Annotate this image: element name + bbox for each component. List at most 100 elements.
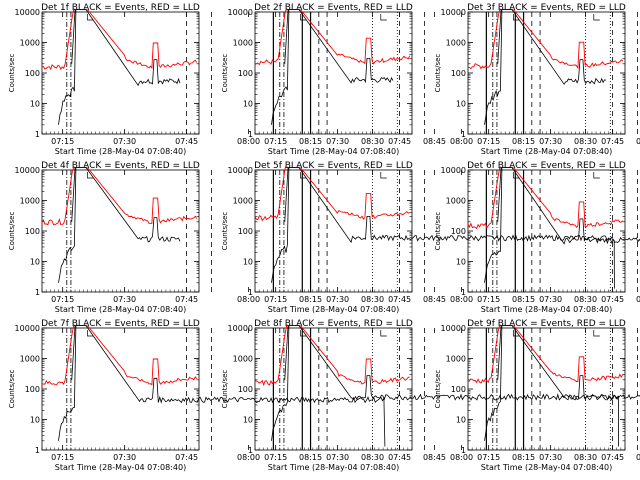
y-axis-label: Counts/sec — [221, 370, 229, 409]
panel-9: Det 9f BLACK = Events, RED = LLD 1 10 100 10… — [434, 319, 640, 472]
y-tick-label: 100 — [238, 69, 253, 78]
x-tick-label: 08:00 — [450, 295, 473, 304]
x-axis-label: Start Time (28-May-04 07:08:40) — [481, 463, 612, 472]
series-lld-red — [254, 324, 410, 387]
series-events-rise — [497, 167, 502, 222]
panel-title: Det 3f BLACK = Events, RED = LLD — [467, 3, 626, 13]
plot-frame — [467, 11, 626, 135]
x-tick-label: 07:30 — [113, 295, 136, 304]
series-events-black — [58, 9, 181, 125]
y-tick-label: 100 — [25, 69, 40, 78]
x-tick-label: 08:45 — [423, 137, 446, 146]
x-tick-label: 08:30 — [574, 137, 597, 146]
x-tick-label: 07:30 — [113, 453, 136, 462]
x-tick-label: 08:00 — [237, 137, 260, 146]
x-tick-label: 07:45 — [388, 453, 411, 462]
y-tick-label: 1000 — [446, 39, 466, 48]
series-events-rise — [284, 167, 289, 222]
x-tick-label: 08:45 — [636, 137, 640, 146]
x-tick-label: 07:30 — [326, 453, 349, 462]
series-events-rise — [497, 9, 502, 64]
y-tick-label: 1 — [461, 288, 466, 297]
plot-frame — [41, 327, 200, 451]
y-tick-label: 100 — [238, 385, 253, 394]
y-tick-label: 100 — [25, 227, 40, 236]
y-tick-label: 10 — [30, 416, 40, 425]
x-tick-label: 07:30 — [326, 137, 349, 146]
y-axis-label: Counts/sec — [221, 54, 229, 93]
series-events-rise — [497, 325, 502, 380]
y-tick-label: 10 — [30, 258, 40, 267]
y-tick-label: 1 — [35, 130, 40, 139]
y-tick-label: 1 — [461, 446, 466, 455]
plot-frame — [41, 169, 200, 293]
x-tick-label: 07:15 — [477, 137, 500, 146]
x-axis-label: Start Time (28-May-04 07:08:40) — [481, 147, 612, 156]
x-tick-label: 07:15 — [264, 453, 287, 462]
panel-7: Det 7f BLACK = Events, RED = LLD11010010… — [8, 319, 446, 472]
x-axis-label: Start Time (28-May-04 07:08:40) — [55, 463, 186, 472]
x-tick-label: 07:30 — [326, 295, 349, 304]
x-tick-label: 07:45 — [175, 453, 198, 462]
y-tick-label: 10000 — [228, 324, 253, 333]
segment-mark — [513, 14, 520, 21]
y-tick-label: 1000 — [20, 355, 40, 364]
plot-frame — [467, 327, 626, 451]
x-tick-label: 07:45 — [388, 295, 411, 304]
series-events-black — [484, 9, 607, 125]
series-events-rise — [284, 9, 289, 64]
y-tick-label: 10000 — [228, 166, 253, 175]
y-tick-label: 100 — [25, 385, 40, 394]
y-tick-label: 100 — [238, 227, 253, 236]
x-tick-label: 08:30 — [361, 295, 384, 304]
y-tick-label: 10 — [456, 416, 466, 425]
series-events-rise — [284, 325, 289, 380]
y-tick-label: 1000 — [233, 197, 253, 206]
x-axis-label: Start Time (28-May-04 07:08:40) — [268, 305, 399, 314]
panel-title: Det 6f BLACK = Events, RED = LLD — [467, 161, 626, 171]
series-lld-red — [467, 324, 624, 384]
panel-5: Det 5f BLACK = Events, RED = LLD11010010… — [221, 161, 640, 314]
y-axis-label: Counts/sec — [434, 212, 442, 251]
x-tick-label: 07:30 — [113, 137, 136, 146]
y-axis-label: Counts/sec — [434, 54, 442, 93]
y-tick-label: 10000 — [228, 8, 253, 17]
x-tick-label: 07:45 — [175, 137, 198, 146]
y-tick-label: 1000 — [233, 39, 253, 48]
series-events-black — [58, 167, 181, 283]
x-tick-label: 08:15 — [299, 137, 322, 146]
y-tick-label: 1 — [248, 288, 253, 297]
segment-mark — [380, 14, 387, 21]
y-axis-label: Counts/sec — [8, 54, 16, 93]
series-events-black — [484, 325, 640, 441]
panel-title: Det 1f BLACK = Events, RED = LLD — [41, 3, 200, 13]
plot-frame — [254, 169, 413, 293]
series-lld-red — [41, 166, 198, 226]
x-tick-label: 08:45 — [423, 295, 446, 304]
x-tick-label: 07:30 — [539, 137, 562, 146]
x-tick-label: 07:15 — [51, 453, 74, 462]
series-lld-red — [254, 166, 410, 222]
segment-mark — [513, 330, 520, 337]
series-lld-red — [254, 8, 411, 66]
y-tick-label: 1000 — [233, 355, 253, 364]
x-tick-label: 08:45 — [636, 295, 640, 304]
y-tick-label: 10 — [243, 100, 253, 109]
series-events-rise — [71, 9, 76, 64]
y-axis-label: Counts/sec — [8, 212, 16, 251]
x-tick-label: 08:15 — [512, 137, 535, 146]
x-tick-label: 07:15 — [51, 137, 74, 146]
segment-mark — [593, 14, 600, 21]
y-tick-label: 1 — [248, 446, 253, 455]
x-tick-label: 07:45 — [175, 295, 198, 304]
x-tick-label: 08:00 — [450, 137, 473, 146]
y-axis-label: Counts/sec — [434, 370, 442, 409]
x-axis-label: Start Time (28-May-04 07:08:40) — [268, 147, 399, 156]
x-tick-label: 08:45 — [636, 453, 640, 462]
y-tick-label: 10 — [243, 258, 253, 267]
x-tick-label: 08:15 — [299, 453, 322, 462]
y-tick-label: 10 — [243, 416, 253, 425]
x-tick-label: 08:30 — [574, 453, 597, 462]
x-tick-label: 08:30 — [361, 137, 384, 146]
